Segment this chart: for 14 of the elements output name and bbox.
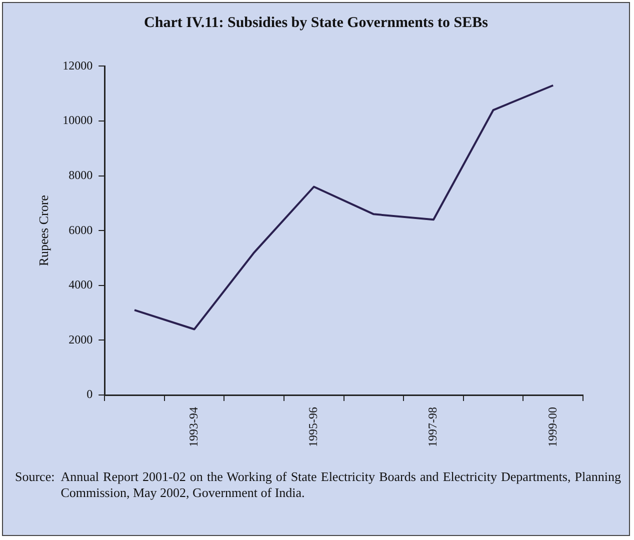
y-axis-title: Rupees Crore xyxy=(36,194,52,266)
y-tick-label: 10000 xyxy=(62,113,93,128)
x-tick-label: 1997-98 xyxy=(426,407,440,448)
y-tick-label: 2000 xyxy=(68,332,93,346)
y-tick-label: 12000 xyxy=(62,58,93,72)
y-tick-label: 4000 xyxy=(68,278,93,292)
x-tick-label: 1999-00 xyxy=(545,407,560,448)
y-tick-label: 0 xyxy=(86,387,93,402)
source-note: Source: Annual Report 2001-02 on the Working of State Electricity Boards and Electricity Departments, Planning Commission, May 2002, Government of India. xyxy=(15,469,621,502)
y-tick-label: 8000 xyxy=(68,168,93,182)
chart-title: Chart IV.11: Subsidies by State Governments to SEBs xyxy=(143,15,489,32)
x-tick-label: 1993-94 xyxy=(186,407,200,448)
x-tick-label: 1995-96 xyxy=(306,407,320,448)
y-tick-label: 6000 xyxy=(68,222,93,237)
